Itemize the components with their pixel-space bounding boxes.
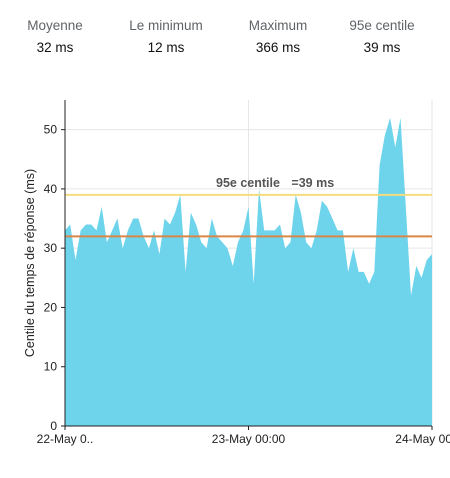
y-tick-label: 20 — [44, 300, 58, 314]
x-tick-label: 22-May 0.. — [37, 432, 94, 446]
response-time-area — [65, 117, 432, 427]
y-tick-label: 0 — [50, 419, 57, 433]
percentile-annotation-label: 95e centile — [216, 176, 280, 190]
stat-value: 366 ms — [255, 40, 301, 55]
stat-maximum: Maximum 366 ms — [241, 18, 315, 55]
stat-label: Maximum — [248, 18, 308, 33]
percentile-annotation: 95e centile =39 ms — [216, 176, 334, 190]
stat-label: Moyenne — [27, 18, 83, 33]
stats-summary: Moyenne 32 ms Le minimum 12 ms Maximum 3… — [0, 0, 450, 70]
reference-lines — [65, 193, 432, 238]
stat-label: Le minimum — [129, 18, 203, 33]
stat-average: Moyenne 32 ms — [20, 18, 90, 55]
y-tick-label: 40 — [44, 182, 58, 196]
stat-value: 39 ms — [363, 40, 401, 55]
x-tick-label: 23-May 00:00 — [212, 432, 286, 446]
y-axis-label: Centile du temps de réponse (ms) — [23, 169, 37, 357]
stat-label: 95e centile — [349, 18, 415, 33]
y-tick-label: 50 — [44, 123, 58, 137]
y-tick-label: 30 — [44, 241, 58, 255]
x-tick-label: 24-May 00:00 — [395, 432, 450, 446]
response-time-chart: 0 10 20 30 40 50 22-May 0.. 23-May 00:00 24-May… — [23, 100, 450, 446]
x-tick-labels: 22-May 0.. 23-May 00:00 24-May 00:00 — [37, 426, 450, 446]
stat-value: 12 ms — [147, 40, 185, 55]
stat-95th-percentile: 95e centile 39 ms — [343, 18, 421, 55]
percentile-annotation-value: =39 ms — [291, 176, 334, 190]
stat-minimum: Le minimum 12 ms — [124, 18, 208, 55]
y-tick-label: 10 — [44, 360, 58, 374]
stat-value: 32 ms — [36, 40, 74, 55]
y-tick-labels: 0 10 20 30 40 50 — [44, 123, 65, 433]
